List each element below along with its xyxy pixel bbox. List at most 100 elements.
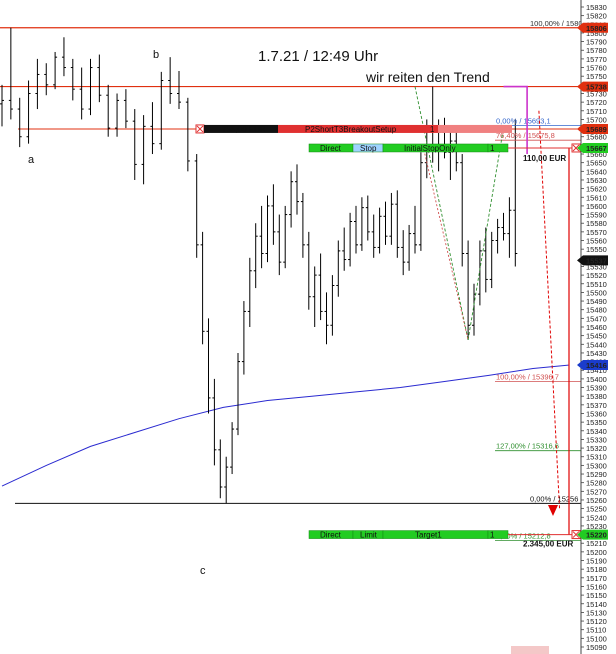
order-name: Target1: [415, 531, 442, 540]
candle: [8, 27, 13, 120]
chart-title: 1.7.21 / 12:49 Uhr: [258, 48, 378, 65]
price-tick-label: 15480: [586, 306, 607, 315]
candle: [371, 214, 376, 258]
price-tick-label: 15280: [586, 479, 607, 488]
order-qty: 1: [430, 125, 435, 134]
candle: [501, 212, 506, 241]
price-tick-label: 15440: [586, 340, 607, 349]
price-tick-label: 15380: [586, 392, 607, 401]
candle: [123, 89, 128, 129]
fib-level-label: 100,00% / 15805,5: [530, 19, 593, 28]
price-marker-label: 15738: [586, 83, 607, 92]
candle: [115, 93, 120, 137]
order-type: Direct: [320, 144, 342, 153]
candle: [342, 227, 347, 271]
candle: [177, 71, 181, 110]
price-tick-label: 15340: [586, 427, 607, 436]
candle: [289, 171, 294, 228]
candle: [418, 152, 423, 251]
cancel-order-icon: [572, 531, 580, 538]
candle: [97, 54, 102, 103]
price-tick-label: 15330: [586, 435, 607, 444]
price-tick-label: 15230: [586, 522, 607, 531]
candle: [247, 257, 252, 327]
price-marker: 15667: [577, 142, 608, 153]
price-tick-label: 15320: [586, 444, 607, 453]
price-tick-label: 15730: [586, 89, 607, 98]
candle: [483, 227, 488, 293]
fibonacci-layer: 100,00% / 15805,5 0,00% / 15693,1 76,40% /…: [495, 19, 593, 542]
order-name: InitialStopOnly: [404, 144, 456, 153]
candle: [241, 301, 246, 375]
candle: [200, 231, 205, 345]
price-tick-label: 15510: [586, 280, 607, 289]
price-tick-label: 15630: [586, 176, 607, 185]
annotations-layer: 1.7.21 / 12:49 Uhr wir reiten den Trend …: [28, 48, 490, 577]
price-tick-label: 15270: [586, 487, 607, 496]
price-tick-label: 15650: [586, 159, 607, 168]
candle: [513, 119, 518, 267]
drawing-tools-layer: [414, 85, 570, 535]
fib-level-label: 0,00% / 15256: [530, 494, 578, 503]
candle: [61, 37, 66, 77]
candle: [283, 205, 288, 269]
candle: [271, 184, 276, 245]
price-tick-label: 15120: [586, 617, 607, 626]
candle: [70, 58, 75, 101]
price-tick-label: 15770: [586, 55, 607, 64]
price-tick-label: 15130: [586, 608, 607, 617]
candle: [17, 97, 22, 148]
price-tick-label: 15370: [586, 401, 607, 410]
fib-level-label: 0,00% / 15693,1: [496, 116, 551, 125]
orders-layer: 755,00 EUR P2ShortT3BreakoutSetup 1 Direct S…: [195, 124, 581, 549]
trend-line: [467, 128, 504, 341]
price-tick-label: 15430: [586, 349, 607, 358]
price-tick-label: 15300: [586, 461, 607, 470]
price-tick-label: 15310: [586, 453, 607, 462]
candles-layer: [0, 27, 518, 504]
price-tick-label: 15180: [586, 565, 607, 574]
price-tick-label: 15570: [586, 228, 607, 237]
candle: [259, 205, 264, 269]
price-tick-label: 15260: [586, 496, 607, 505]
price-tick-label: 15450: [586, 332, 607, 341]
candle: [0, 84, 4, 127]
target-arrow: [548, 505, 558, 516]
candle: [185, 97, 190, 172]
price-tick-label: 15550: [586, 245, 607, 254]
candle: [312, 266, 317, 327]
price-tick-label: 15240: [586, 513, 607, 522]
candle: [460, 154, 465, 267]
price-marker-box: [577, 142, 608, 153]
moving-average-line: [1, 364, 569, 487]
magenta-marker: [503, 85, 528, 155]
candle: [330, 275, 335, 336]
candle: [159, 71, 164, 150]
moving-average-layer: [1, 364, 569, 487]
price-tick-label: 15800: [586, 29, 607, 38]
price-axis-background: [581, 0, 616, 654]
price-tick-label: 15710: [586, 107, 607, 116]
price-tick-label: 15150: [586, 591, 607, 600]
price-marker-box: [577, 529, 608, 540]
swing-point-label: b: [153, 49, 159, 61]
price-marker-label: 15537: [586, 256, 607, 265]
candle: [236, 352, 240, 436]
price-marker-label: 15220: [586, 531, 607, 540]
price-tick-label: 15170: [586, 574, 607, 583]
price-tick-label: 15600: [586, 202, 607, 211]
candle: [26, 80, 31, 144]
candle: [359, 197, 364, 251]
scroll-thumb[interactable]: [511, 646, 549, 654]
cancel-order-icon: [196, 125, 204, 133]
price-axis: 1583015820158101580015790157801577015760…: [577, 0, 616, 654]
candle: [295, 164, 299, 215]
price-marker-box: [577, 360, 608, 371]
candle: [218, 439, 223, 499]
price-tick-label: 15410: [586, 366, 607, 375]
candle: [354, 205, 358, 254]
candle: [324, 292, 329, 345]
candle: [212, 378, 217, 466]
